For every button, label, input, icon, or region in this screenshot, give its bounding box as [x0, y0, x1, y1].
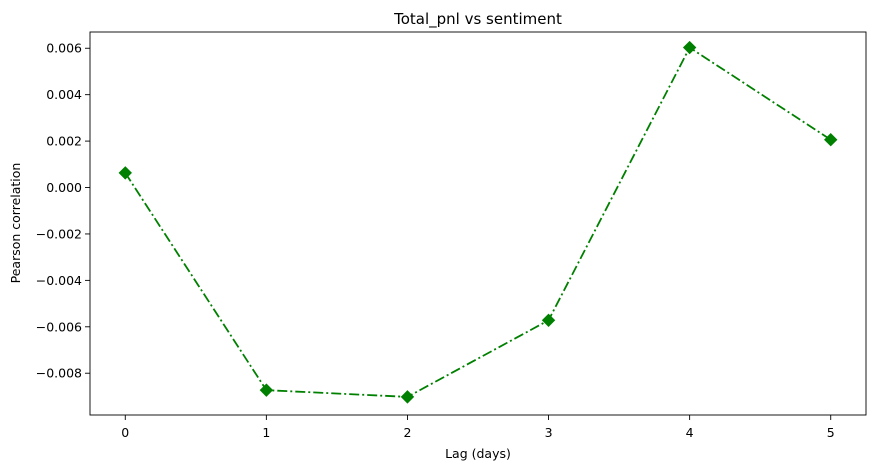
- x-axis: 0 1 2 3 4 5: [121, 415, 835, 440]
- x-axis-label: Lag (days): [445, 446, 511, 461]
- y-tick-label: 0.000: [46, 180, 82, 195]
- y-tick-label: 0.004: [46, 87, 82, 102]
- data-point-lag-4: [682, 40, 697, 55]
- y-axis: −0.008 −0.006 −0.004 −0.002 0.000 0.002 0.004 0…: [36, 41, 90, 381]
- plot-frame: [89, 31, 867, 416]
- data-point-lag-2: [400, 390, 415, 404]
- data-point-lag-0: [118, 166, 132, 180]
- y-axis-label: Pearson correlation: [8, 163, 23, 284]
- x-tick-label: 4: [686, 425, 694, 440]
- x-tick-label: 5: [827, 425, 835, 440]
- y-tick-label: −0.004: [36, 273, 82, 288]
- x-tick-label: 2: [403, 425, 411, 440]
- series-layer: [118, 40, 838, 404]
- series-line: [124, 46, 832, 398]
- y-tick-label: 0.002: [46, 134, 82, 149]
- y-tick-label: −0.006: [36, 319, 82, 334]
- chart-title: Total_pnl vs sentiment: [393, 10, 562, 29]
- data-point-lag-3: [541, 313, 556, 328]
- data-point-lag-1: [259, 383, 274, 397]
- y-tick-label: 0.006: [46, 41, 82, 56]
- x-tick-label: 1: [262, 425, 270, 440]
- y-tick-label: −0.008: [36, 366, 82, 381]
- data-point-lag-5: [824, 132, 838, 147]
- x-tick-label: 3: [545, 425, 553, 440]
- x-tick-label: 0: [121, 425, 129, 440]
- y-tick-label: −0.002: [36, 226, 82, 241]
